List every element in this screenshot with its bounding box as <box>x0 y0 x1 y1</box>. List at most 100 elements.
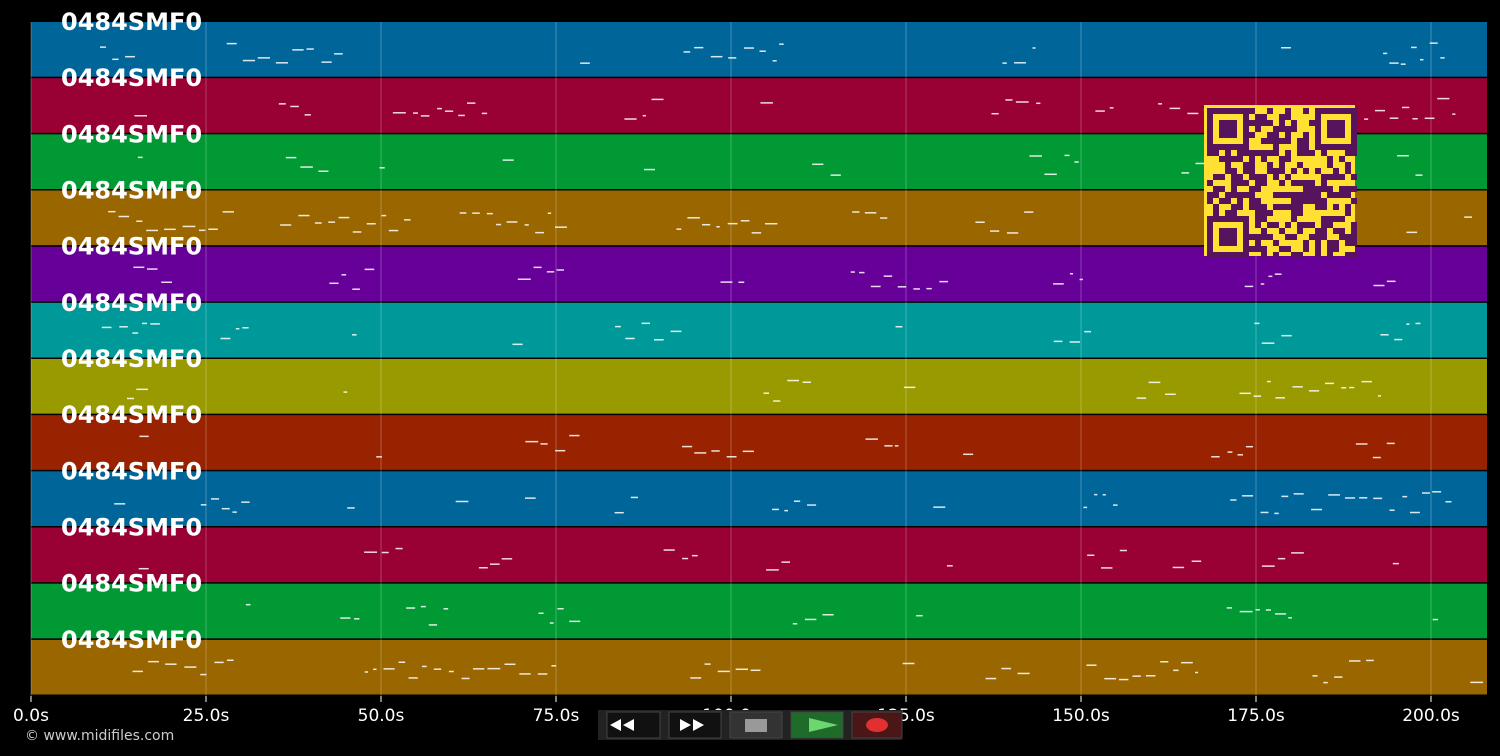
note <box>134 115 147 117</box>
qr-cell <box>1321 228 1327 234</box>
qr-cell <box>1231 132 1237 138</box>
qr-cell <box>1297 180 1303 186</box>
note <box>208 228 218 230</box>
qr-cell <box>1327 216 1333 222</box>
qr-cell <box>1327 144 1333 150</box>
note <box>298 214 310 217</box>
forward-button[interactable] <box>668 711 722 739</box>
note <box>1014 62 1026 64</box>
note <box>408 677 418 679</box>
note <box>1341 387 1347 389</box>
note <box>830 174 841 176</box>
qr-cell <box>1207 132 1213 138</box>
note <box>852 211 860 213</box>
note <box>1415 174 1423 176</box>
qr-cell <box>1261 210 1267 216</box>
qr-cell <box>1207 246 1213 252</box>
qr-cell <box>1291 168 1297 174</box>
record-button[interactable] <box>851 711 903 739</box>
note <box>1241 495 1254 497</box>
qr-cell <box>1231 108 1237 114</box>
tick-label: 50.0s <box>358 706 405 726</box>
qr-cell <box>1309 180 1315 186</box>
qr-cell <box>1291 234 1297 240</box>
stop-button[interactable] <box>729 711 783 739</box>
qr-cell <box>1243 162 1249 168</box>
note <box>428 624 438 626</box>
qr-cell <box>1219 252 1225 258</box>
note <box>504 663 516 666</box>
note <box>1421 492 1430 494</box>
qr-cell <box>1267 234 1273 240</box>
qr-cell <box>1333 246 1339 252</box>
qr-cell <box>1243 138 1249 144</box>
qr-cell <box>1351 108 1357 114</box>
qr-cell <box>1309 150 1315 156</box>
note <box>1261 342 1275 344</box>
note <box>1118 678 1129 681</box>
qr-cell <box>1267 162 1273 168</box>
note <box>148 660 159 663</box>
qr-cell <box>1219 216 1225 222</box>
note <box>1024 211 1034 213</box>
play-button[interactable] <box>790 711 844 739</box>
note <box>1389 62 1399 64</box>
note <box>1406 231 1418 234</box>
note <box>1373 497 1383 500</box>
qr-cell <box>1315 144 1321 150</box>
note <box>804 618 817 621</box>
note <box>726 456 737 458</box>
qr-cell <box>1291 192 1297 198</box>
note <box>1069 272 1073 275</box>
note <box>292 49 304 51</box>
note <box>985 677 997 680</box>
grid <box>30 22 1432 696</box>
note <box>329 282 339 285</box>
note <box>694 46 704 49</box>
track-label: 0484SMF0 <box>61 626 202 654</box>
note <box>132 670 143 673</box>
qr-cell <box>1267 168 1273 174</box>
note <box>278 103 286 105</box>
qr-cell <box>1213 144 1219 150</box>
note <box>1312 675 1318 677</box>
note <box>903 386 916 389</box>
qr-cell <box>1351 222 1357 228</box>
qr-cell <box>1219 228 1225 234</box>
note <box>859 271 865 274</box>
note <box>691 554 698 557</box>
qr-cell <box>1255 120 1261 126</box>
qr-cell <box>1267 108 1273 114</box>
qr-cell <box>1261 180 1267 186</box>
note <box>1361 380 1372 383</box>
note <box>280 224 292 226</box>
track-label: 0484SMF0 <box>61 401 202 429</box>
note <box>642 114 646 117</box>
qr-cell <box>1261 114 1267 120</box>
note <box>654 339 664 341</box>
note <box>364 551 378 553</box>
qr-cell <box>1255 114 1261 120</box>
qr-cell <box>1291 198 1297 204</box>
qr-cell <box>1255 240 1261 246</box>
rewind-button[interactable] <box>606 711 661 739</box>
note <box>1006 232 1019 234</box>
qr-cell <box>1243 192 1249 198</box>
qr-cell <box>1315 120 1321 126</box>
qr-cell <box>1249 246 1255 252</box>
note <box>147 268 158 270</box>
qr-cell <box>1213 216 1219 222</box>
qr-cell <box>1309 192 1315 198</box>
qr-cell <box>1249 120 1255 126</box>
qr-cell <box>1225 144 1231 150</box>
qr-cell <box>1231 156 1237 162</box>
note <box>537 673 548 675</box>
qr-cell <box>1237 180 1243 186</box>
qr-cell <box>1237 156 1243 162</box>
qr-cell <box>1285 234 1291 240</box>
qr-cell <box>1213 186 1219 192</box>
note <box>738 281 745 284</box>
note <box>1389 509 1395 512</box>
note <box>533 266 542 269</box>
qr-cell <box>1273 252 1279 258</box>
